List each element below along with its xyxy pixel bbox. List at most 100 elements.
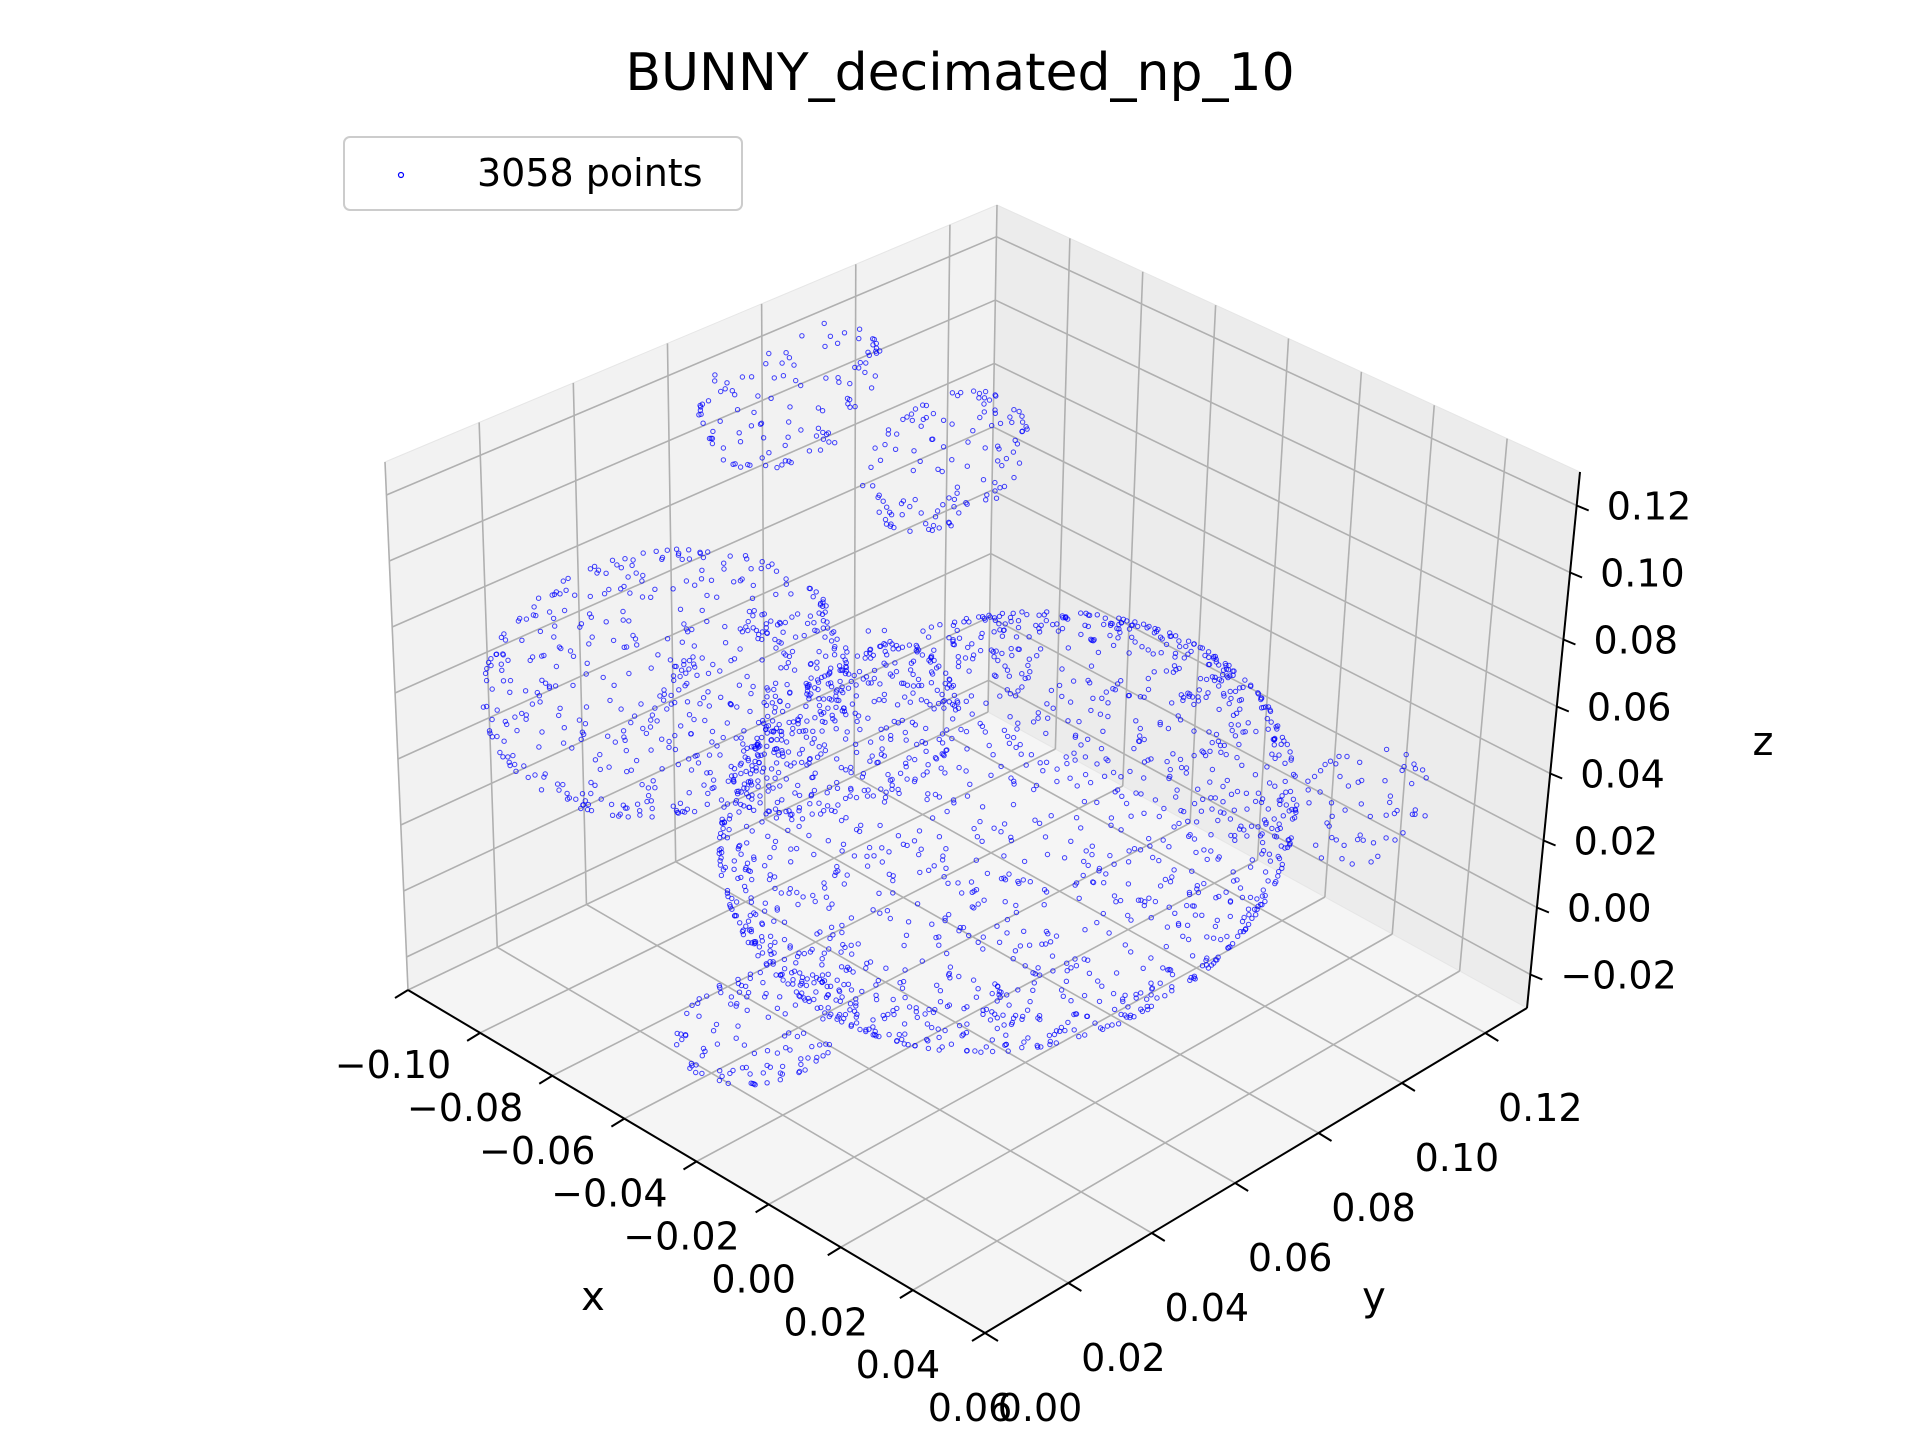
data-point bbox=[983, 1006, 990, 1013]
data-point bbox=[1035, 965, 1041, 971]
data-point bbox=[1191, 836, 1198, 842]
data-point bbox=[1006, 673, 1012, 679]
data-point bbox=[992, 392, 998, 398]
data-point bbox=[804, 762, 810, 768]
data-point bbox=[1176, 638, 1182, 644]
data-point bbox=[967, 781, 973, 787]
data-point bbox=[659, 766, 665, 772]
data-point bbox=[923, 521, 929, 527]
data-point bbox=[1063, 754, 1069, 760]
data-point bbox=[890, 890, 896, 896]
data-point bbox=[743, 1064, 749, 1071]
grid-line-z-right bbox=[992, 426, 1558, 708]
data-point bbox=[1224, 777, 1231, 784]
data-point bbox=[838, 764, 844, 771]
data-point bbox=[822, 343, 828, 350]
data-point bbox=[969, 711, 975, 717]
data-point bbox=[1253, 728, 1259, 735]
data-point bbox=[560, 740, 567, 746]
data-point bbox=[763, 702, 770, 709]
data-point bbox=[1273, 724, 1279, 730]
data-point bbox=[865, 628, 871, 634]
data-point bbox=[834, 340, 841, 346]
data-point bbox=[705, 689, 711, 695]
data-point bbox=[825, 1050, 831, 1056]
data-point bbox=[582, 721, 589, 727]
data-point bbox=[841, 330, 848, 336]
data-point bbox=[759, 950, 766, 956]
data-point bbox=[915, 676, 922, 683]
data-point bbox=[1031, 980, 1038, 986]
data-point bbox=[1053, 933, 1060, 939]
data-point bbox=[704, 592, 710, 599]
data-point bbox=[1009, 419, 1015, 426]
data-point bbox=[1220, 672, 1226, 678]
data-point bbox=[950, 638, 956, 644]
grid-line-x-wall bbox=[1189, 305, 1217, 824]
data-point bbox=[1243, 790, 1250, 796]
data-point bbox=[517, 615, 523, 622]
data-point bbox=[1141, 759, 1148, 765]
data-point bbox=[748, 926, 754, 933]
data-point bbox=[497, 749, 503, 756]
data-point bbox=[1128, 949, 1134, 955]
data-point bbox=[869, 753, 875, 759]
data-point bbox=[1283, 802, 1290, 808]
data-point bbox=[1008, 837, 1015, 844]
data-point bbox=[1027, 879, 1034, 885]
data-point bbox=[573, 796, 579, 802]
data-point bbox=[1239, 762, 1245, 768]
y-tick-mark bbox=[1484, 1032, 1499, 1042]
data-point bbox=[832, 808, 838, 815]
data-point bbox=[738, 770, 744, 777]
data-point bbox=[902, 967, 908, 973]
data-point bbox=[1333, 837, 1340, 843]
data-point bbox=[826, 946, 832, 952]
data-point bbox=[1138, 1006, 1144, 1012]
data-point bbox=[1282, 760, 1288, 766]
data-point bbox=[1246, 912, 1252, 918]
data-point bbox=[876, 509, 882, 515]
data-point bbox=[785, 703, 791, 709]
data-point bbox=[946, 699, 952, 705]
data-point bbox=[693, 1069, 699, 1076]
data-point bbox=[819, 962, 825, 968]
data-point bbox=[538, 787, 545, 793]
data-point bbox=[1104, 1023, 1111, 1029]
data-point bbox=[853, 1003, 859, 1009]
data-point bbox=[1174, 787, 1180, 793]
data-point bbox=[771, 749, 777, 756]
data-point bbox=[702, 1048, 708, 1055]
data-point bbox=[718, 694, 724, 700]
data-point bbox=[661, 691, 667, 697]
data-point bbox=[745, 461, 751, 468]
data-point bbox=[1001, 821, 1008, 827]
data-point bbox=[1003, 1041, 1009, 1048]
data-point bbox=[1105, 713, 1111, 720]
data-point bbox=[853, 682, 859, 688]
data-point bbox=[852, 710, 858, 716]
y-axis-label: y bbox=[1362, 1274, 1386, 1320]
data-point bbox=[977, 647, 984, 654]
data-point bbox=[714, 1041, 721, 1047]
data-point bbox=[779, 1063, 786, 1070]
data-point bbox=[931, 863, 937, 869]
data-point bbox=[826, 784, 833, 790]
data-point bbox=[1110, 990, 1117, 997]
grid-line-z-right bbox=[990, 552, 1544, 842]
data-point bbox=[1090, 638, 1096, 644]
data-point bbox=[914, 741, 920, 748]
data-point bbox=[1274, 826, 1281, 833]
data-point bbox=[1140, 965, 1146, 971]
data-point bbox=[707, 769, 713, 776]
data-point bbox=[751, 409, 757, 416]
data-point bbox=[1240, 729, 1246, 735]
data-point bbox=[645, 785, 652, 791]
data-point bbox=[821, 710, 827, 716]
data-point bbox=[1342, 807, 1348, 813]
data-point bbox=[591, 563, 598, 570]
data-point bbox=[1151, 630, 1158, 636]
data-point bbox=[622, 737, 628, 743]
data-point bbox=[1211, 677, 1218, 684]
data-point bbox=[560, 781, 566, 788]
